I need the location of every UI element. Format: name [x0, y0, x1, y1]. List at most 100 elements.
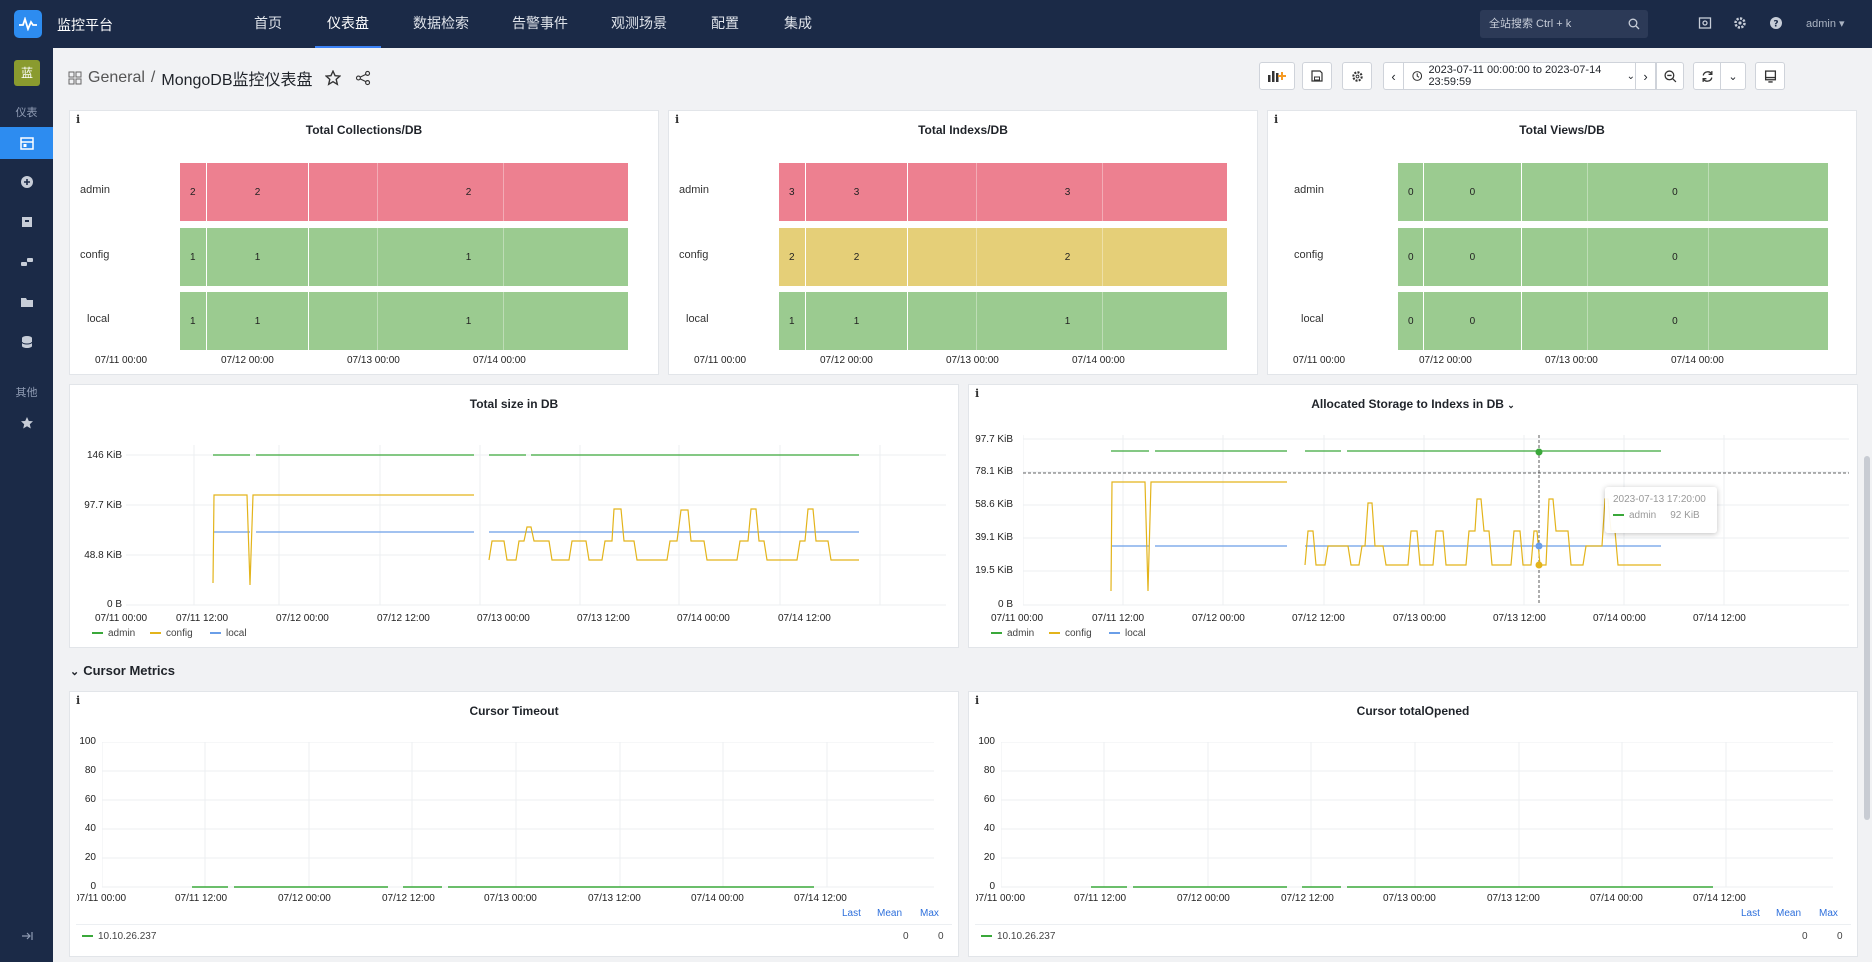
legend-header-max[interactable]: Max [1819, 908, 1838, 919]
legend-local[interactable]: local [1109, 628, 1146, 639]
settings-icon[interactable] [1733, 16, 1747, 30]
sidebar-item-database[interactable] [0, 326, 53, 358]
nav-config[interactable]: 配置 [711, 15, 739, 31]
logo-icon[interactable] [14, 10, 42, 38]
line-chart-allocated-storage[interactable] [1023, 435, 1849, 611]
state-segment-local[interactable]: 0 [1398, 292, 1423, 350]
add-panel-button[interactable] [1259, 62, 1295, 90]
state-segment-local[interactable]: 1 [779, 292, 805, 350]
state-segment-admin[interactable]: 3 [908, 163, 1227, 221]
line-chart-total-size[interactable] [126, 445, 946, 611]
time-back-button[interactable]: ‹ [1383, 62, 1403, 90]
line-chart-cursor[interactable] [1001, 742, 1833, 898]
state-segment-admin[interactable]: 2 [207, 163, 308, 221]
user-menu[interactable]: admin ▾ [1806, 18, 1845, 30]
state-segment-admin[interactable]: 0 [1424, 163, 1521, 221]
y-tick: 60 [84, 794, 96, 805]
legend-header-max[interactable]: Max [920, 908, 939, 919]
nav-integrations[interactable]: 集成 [784, 15, 812, 31]
nav-alert-events[interactable]: 告警事件 [512, 15, 568, 31]
info-icon[interactable]: i [1274, 113, 1279, 126]
panel-title[interactable]: Allocated Storage to Indexs in DB ⌄ [1311, 397, 1515, 411]
state-segment-local[interactable]: 1 [806, 292, 907, 350]
state-segment-admin[interactable]: 3 [779, 163, 805, 221]
legend-series-row[interactable]: 10.10.26.237 [82, 931, 156, 942]
legend-config[interactable]: config [1049, 628, 1092, 639]
state-segment-config[interactable]: 2 [908, 228, 1227, 286]
info-icon[interactable]: i [975, 694, 980, 707]
state-segment-config[interactable]: 1 [207, 228, 308, 286]
sidebar-item-flow[interactable] [0, 246, 53, 278]
refresh-interval-dropdown[interactable]: ⌄ [1720, 62, 1746, 90]
state-segment-local[interactable]: 1 [309, 292, 628, 350]
dashboard-settings-button[interactable] [1342, 62, 1372, 90]
legend-header-mean[interactable]: Mean [877, 908, 903, 919]
info-icon[interactable]: i [975, 387, 980, 400]
star-outline-icon[interactable] [324, 70, 341, 86]
x-tick: 07/14 12:00 [794, 893, 847, 904]
info-icon[interactable]: i [675, 113, 680, 126]
legend-header-last[interactable]: Last [842, 908, 861, 919]
state-segment-local[interactable]: 0 [1424, 292, 1521, 350]
state-segment-config[interactable]: 0 [1398, 228, 1423, 286]
x-tick: 07/11 12:00 [1074, 893, 1127, 904]
sidebar-item-favorites[interactable] [0, 407, 53, 439]
info-icon[interactable]: i [76, 694, 81, 707]
zoom-out-button[interactable] [1656, 62, 1684, 90]
state-segment-local[interactable]: 1 [180, 292, 206, 350]
state-segment-config[interactable]: 1 [180, 228, 206, 286]
state-segment-local[interactable]: 0 [1521, 292, 1828, 350]
hover-point-local [1535, 542, 1543, 550]
save-icon [1311, 70, 1323, 82]
legend-admin[interactable]: admin [991, 628, 1034, 639]
screenshot-icon[interactable] [1698, 16, 1712, 30]
sidebar-item-create[interactable] [0, 166, 53, 198]
view-mode-button[interactable] [1755, 62, 1785, 90]
row-label: admin [679, 184, 709, 196]
nav-observe-scenes[interactable]: 观测场景 [611, 15, 667, 31]
sidebar-item-folder[interactable] [0, 286, 53, 318]
state-segment-config[interactable]: 1 [309, 228, 628, 286]
state-segment-config[interactable]: 0 [1424, 228, 1521, 286]
time-range-picker[interactable]: 2023-07-11 00:00:00 to 2023-07-14 23:59:… [1403, 62, 1636, 90]
sidebar-item-dashboard[interactable] [0, 127, 53, 159]
state-segment-admin[interactable]: 0 [1521, 163, 1828, 221]
save-button[interactable] [1302, 62, 1332, 90]
sidebar-collapse-button[interactable] [0, 920, 53, 952]
state-segment-admin[interactable]: 3 [806, 163, 907, 221]
legend-config[interactable]: config [150, 628, 193, 639]
avatar[interactable]: 蓝 [14, 60, 40, 86]
state-segment-admin[interactable]: 2 [309, 163, 628, 221]
info-icon[interactable]: i [76, 113, 81, 126]
nav-home[interactable]: 首页 [254, 15, 282, 31]
x-tick: 07/14 00:00 [1671, 355, 1724, 366]
help-icon[interactable]: ? [1769, 16, 1783, 30]
nav-dashboards[interactable]: 仪表盘 [315, 0, 381, 48]
legend-admin[interactable]: admin [92, 628, 135, 639]
state-segment-local[interactable]: 1 [207, 292, 308, 350]
state-segment-config[interactable]: 0 [1521, 228, 1828, 286]
state-segment-local[interactable]: 1 [908, 292, 1227, 350]
time-forward-button[interactable]: › [1636, 62, 1656, 90]
legend-series-row[interactable]: 10.10.26.237 [981, 931, 1055, 942]
state-segment-admin[interactable]: 0 [1398, 163, 1423, 221]
line-chart-cursor[interactable] [102, 742, 934, 898]
sidebar-item-archive[interactable] [0, 206, 53, 238]
global-search-input[interactable]: 全站搜索 Ctrl + k [1480, 10, 1648, 38]
breadcrumb-folder[interactable]: General [88, 69, 145, 86]
share-icon[interactable] [355, 70, 371, 86]
legend-header-mean[interactable]: Mean [1776, 908, 1802, 919]
svg-text:?: ? [1773, 20, 1778, 30]
state-segment-config[interactable]: 2 [806, 228, 907, 286]
state-segment-config[interactable]: 2 [779, 228, 805, 286]
nav-data-search[interactable]: 数据检索 [413, 15, 469, 31]
legend-header-last[interactable]: Last [1741, 908, 1760, 919]
refresh-button[interactable] [1693, 62, 1721, 90]
state-segment-admin[interactable]: 2 [180, 163, 206, 221]
panel-cursor-timeout: i Cursor Timeout 100 80 60 40 20 0 07/11 00:00… [69, 691, 959, 957]
row-cursor-metrics[interactable]: ⌄ Cursor Metrics [70, 663, 175, 678]
x-tick: 07/12 00:00 [820, 355, 873, 366]
page-scrollbar[interactable] [1864, 456, 1870, 820]
legend-local[interactable]: local [210, 628, 247, 639]
x-tick: 07/12 00:00 [1177, 893, 1230, 904]
